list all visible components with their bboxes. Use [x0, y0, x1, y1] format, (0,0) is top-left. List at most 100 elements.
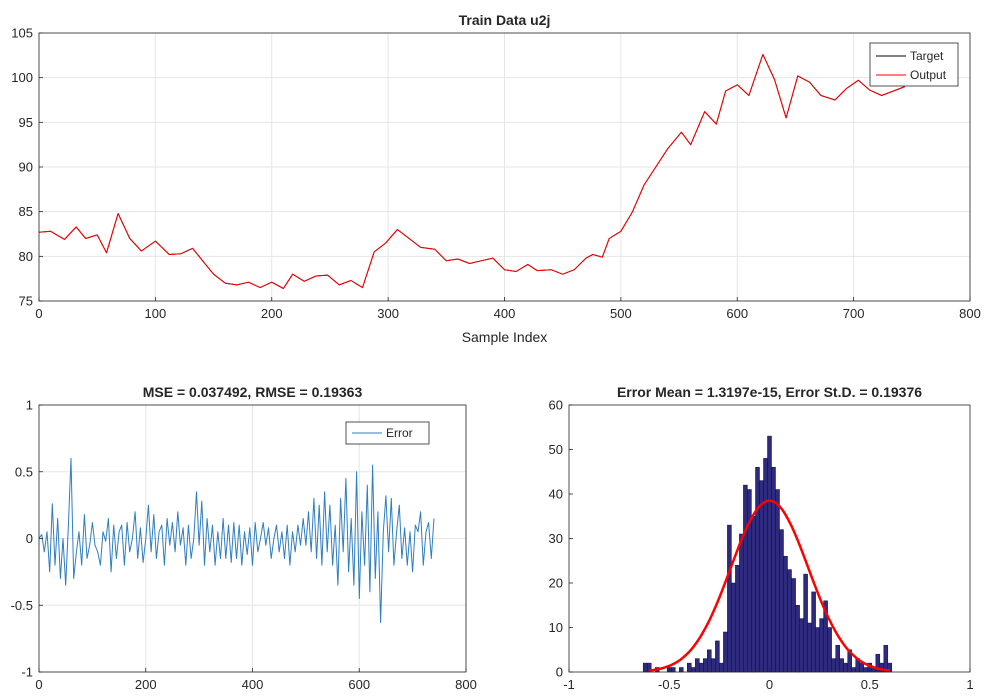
histogram-bar [719, 662, 724, 673]
histogram-bar [827, 627, 832, 673]
histogram-bar [715, 640, 720, 673]
histogram-bar [787, 569, 792, 673]
histogram-bar [699, 662, 704, 673]
train-ytick-label: 105 [11, 26, 33, 41]
error-ytick-label: 1 [26, 398, 33, 413]
histogram-bar [743, 484, 748, 673]
train-data-axes: 0 100 200 300 400 500 600 700 800 75 80 85 90 95 100 10… [11, 12, 981, 345]
histogram-bar [807, 622, 812, 673]
error-legend-box [345, 421, 430, 445]
histogram-bar [759, 480, 764, 673]
histogram-bar [727, 524, 732, 673]
histogram-bar [819, 618, 824, 673]
histogram-bar [839, 658, 844, 673]
histogram-bar [707, 649, 712, 673]
train-xtick-label: 600 [726, 306, 748, 321]
train-xtick-label: 400 [494, 306, 516, 321]
histogram-bar [751, 516, 756, 673]
histogram-bar [863, 667, 868, 673]
train-xtick-label: 200 [261, 306, 283, 321]
train-ytick-label: 95 [19, 115, 33, 130]
train-series-group [38, 53, 905, 289]
histogram-bar [695, 658, 700, 673]
histogram-bar [747, 489, 752, 673]
histogram-bar [731, 582, 736, 673]
error-xtick-label: 200 [135, 677, 157, 692]
train-title: Train Data u2j [459, 12, 551, 28]
histogram-bar [803, 573, 808, 673]
train-ytick-label: 75 [19, 294, 33, 309]
histogram-bar [859, 662, 864, 673]
error-series-group [38, 457, 435, 624]
legend-output-label: Output [910, 68, 947, 82]
train-xtick-label: 800 [959, 306, 981, 321]
train-series-output [38, 53, 905, 289]
error-axes: 0 200 400 600 800 -1 -0.5 0 0.5 1 MSE = 0.037492,… [11, 384, 477, 692]
histogram-bar [775, 489, 780, 673]
error-xtick-label: 600 [348, 677, 370, 692]
error-series-error [38, 457, 435, 624]
histogram-ytick-label: 60 [549, 398, 563, 413]
histogram-bar [815, 627, 820, 673]
error-ytick-label: 0.5 [15, 464, 33, 479]
train-ticks: 0 100 200 300 400 500 600 700 800 75 80 85 90 95 100 10… [11, 26, 981, 322]
histogram-ytick-label: 50 [549, 442, 563, 457]
train-xlabel: Sample Index [462, 329, 548, 345]
histogram-title: Error Mean = 1.3197e-15, Error St.D. = 0… [617, 384, 922, 400]
train-ytick-label: 100 [11, 70, 33, 85]
histogram-xtick-label: -0.5 [658, 677, 680, 692]
histogram-bar [687, 662, 692, 673]
normal-fit-curve [649, 499, 890, 672]
histogram-bar [703, 658, 708, 673]
histogram-bar [811, 591, 816, 673]
histogram-bar [723, 631, 728, 673]
histogram-bar [671, 667, 676, 673]
histogram-xtick-label: -1 [563, 677, 575, 692]
train-legend-box [869, 42, 959, 87]
histogram-bar [831, 658, 836, 673]
histogram-bar [642, 662, 648, 673]
error-ytick-label: 0 [26, 531, 33, 546]
train-xtick-label: 300 [377, 306, 399, 321]
train-ytick-label: 80 [19, 249, 33, 264]
error-xtick-label: 0 [35, 677, 42, 692]
histogram-ytick-label: 20 [549, 576, 563, 591]
histogram-bar [799, 618, 804, 673]
histogram-bar [735, 564, 740, 673]
histogram-xtick-label: 0.5 [861, 677, 879, 692]
histogram-bar [771, 467, 776, 673]
histogram-bar [783, 556, 788, 673]
histogram-bar [795, 605, 800, 673]
histogram-bar [739, 533, 744, 673]
error-ticks: 0 200 400 600 800 -1 -0.5 0 0.5 1 [11, 398, 477, 693]
train-xtick-label: 0 [35, 306, 42, 321]
histogram-bar [883, 645, 889, 673]
histogram-ytick-label: 10 [549, 620, 563, 635]
error-xtick-label: 800 [455, 677, 477, 692]
error-ytick-label: -1 [21, 665, 33, 680]
legend-error-label: Error [386, 426, 413, 440]
train-xtick-label: 500 [610, 306, 632, 321]
train-xtick-label: 100 [145, 306, 167, 321]
train-ytick-label: 90 [19, 160, 33, 175]
histogram-bar [779, 529, 784, 673]
histogram-ytick-label: 0 [556, 665, 563, 680]
error-ytick-label: -0.5 [11, 598, 33, 613]
train-ytick-label: 85 [19, 204, 33, 219]
histogram-fit [649, 499, 890, 672]
histogram-bar [851, 667, 856, 673]
histogram-bar [691, 667, 696, 673]
histogram-ytick-label: 40 [549, 487, 563, 502]
histogram-xtick-label: 1 [966, 677, 973, 692]
error-legend: Error [345, 421, 430, 445]
histogram-bar [835, 645, 840, 673]
histogram-ytick-label: 30 [549, 531, 563, 546]
legend-target-label: Target [910, 49, 944, 63]
histogram-bar [767, 435, 772, 673]
histogram-bar [755, 467, 760, 673]
histogram-bar [711, 658, 716, 673]
histogram-bar [791, 578, 796, 673]
train-xtick-label: 700 [843, 306, 865, 321]
